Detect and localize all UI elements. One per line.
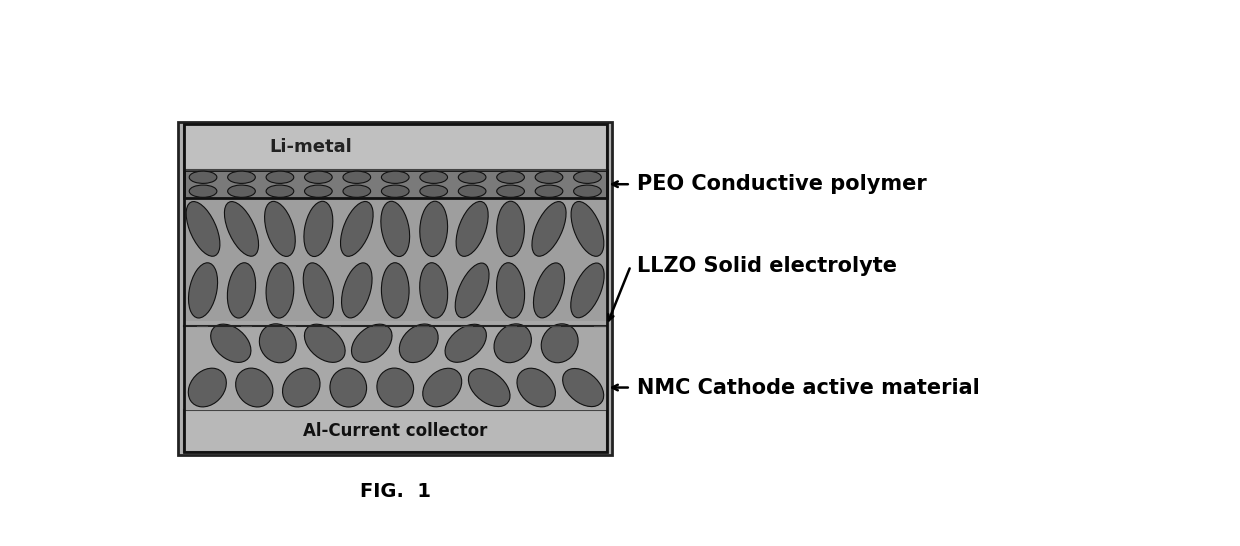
Ellipse shape — [455, 263, 489, 318]
Ellipse shape — [497, 185, 525, 197]
Ellipse shape — [283, 368, 320, 407]
Ellipse shape — [224, 201, 259, 256]
Ellipse shape — [351, 324, 392, 363]
Ellipse shape — [563, 369, 604, 407]
Ellipse shape — [419, 263, 448, 318]
Ellipse shape — [574, 171, 601, 183]
Ellipse shape — [267, 171, 294, 183]
Ellipse shape — [228, 171, 255, 183]
Ellipse shape — [459, 185, 486, 197]
Text: FIG.  1: FIG. 1 — [360, 482, 430, 501]
Ellipse shape — [423, 369, 461, 407]
Text: LLZO Solid electrolyte: LLZO Solid electrolyte — [637, 256, 898, 276]
Bar — [184, 198, 606, 321]
Ellipse shape — [382, 263, 409, 318]
Ellipse shape — [188, 263, 217, 318]
Bar — [179, 122, 613, 455]
Ellipse shape — [304, 263, 334, 318]
Bar — [184, 410, 606, 452]
Ellipse shape — [532, 201, 567, 256]
Bar — [184, 124, 606, 170]
Text: NMC Cathode active material: NMC Cathode active material — [637, 377, 980, 397]
Ellipse shape — [574, 185, 601, 197]
Ellipse shape — [377, 368, 414, 407]
Ellipse shape — [420, 185, 448, 197]
Ellipse shape — [536, 171, 563, 183]
Ellipse shape — [305, 171, 332, 183]
Ellipse shape — [399, 324, 438, 363]
Ellipse shape — [267, 263, 294, 318]
Ellipse shape — [341, 201, 373, 256]
Bar — [184, 170, 606, 198]
Ellipse shape — [304, 324, 345, 363]
Ellipse shape — [382, 171, 409, 183]
Ellipse shape — [259, 324, 296, 363]
Ellipse shape — [228, 185, 255, 197]
Bar — [184, 124, 606, 452]
Ellipse shape — [343, 171, 371, 183]
Ellipse shape — [227, 263, 255, 318]
Ellipse shape — [190, 185, 217, 197]
Ellipse shape — [343, 185, 371, 197]
Text: Al-Current collector: Al-Current collector — [303, 422, 487, 440]
Text: Li-metal: Li-metal — [269, 138, 352, 156]
Ellipse shape — [420, 171, 448, 183]
Ellipse shape — [572, 201, 604, 256]
Ellipse shape — [533, 263, 564, 318]
Ellipse shape — [186, 201, 219, 256]
Bar — [184, 321, 606, 410]
Ellipse shape — [541, 324, 578, 363]
Ellipse shape — [536, 185, 563, 197]
Ellipse shape — [304, 201, 332, 257]
Ellipse shape — [190, 171, 217, 183]
Text: PEO Conductive polymer: PEO Conductive polymer — [637, 174, 928, 194]
Ellipse shape — [267, 185, 294, 197]
Ellipse shape — [330, 368, 367, 407]
Ellipse shape — [264, 201, 295, 257]
Ellipse shape — [211, 324, 250, 363]
Ellipse shape — [456, 201, 489, 256]
Ellipse shape — [497, 201, 525, 257]
Ellipse shape — [188, 368, 227, 407]
Ellipse shape — [459, 171, 486, 183]
Ellipse shape — [497, 171, 525, 183]
Ellipse shape — [382, 185, 409, 197]
Ellipse shape — [381, 201, 409, 257]
Ellipse shape — [570, 263, 604, 318]
Ellipse shape — [469, 369, 510, 407]
Ellipse shape — [420, 201, 448, 257]
Ellipse shape — [496, 263, 525, 318]
Ellipse shape — [305, 185, 332, 197]
Ellipse shape — [445, 324, 486, 363]
Ellipse shape — [517, 368, 556, 407]
Ellipse shape — [494, 324, 532, 363]
Ellipse shape — [236, 368, 273, 407]
Ellipse shape — [341, 263, 372, 318]
